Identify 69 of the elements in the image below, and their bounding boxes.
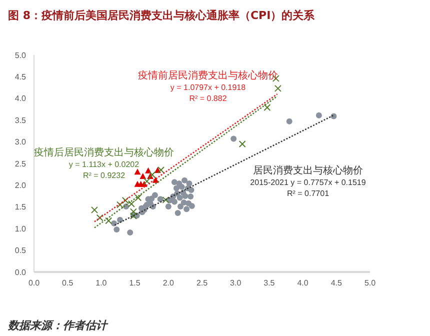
y-tick-label: 2.5 (14, 159, 27, 168)
point (165, 203, 172, 210)
point (114, 226, 120, 232)
point (117, 216, 124, 223)
point (122, 196, 129, 204)
y-tick-label: 5.0 (14, 50, 27, 60)
point (188, 193, 194, 200)
y-tick-label: 2.0 (14, 181, 27, 190)
point (96, 214, 104, 222)
annotation: y = 1.113x + 0.0202 (68, 160, 140, 170)
x-tick-label: 1.0 (96, 278, 108, 288)
point (188, 186, 194, 193)
y-tick-label: 1.0 (14, 224, 27, 234)
y-tick-label: 3.0 (14, 138, 27, 147)
point (178, 184, 185, 190)
x-tick-label: 4.5 (330, 278, 343, 288)
point (116, 201, 124, 208)
point (134, 194, 142, 202)
point (157, 196, 164, 202)
annotation: y = 1.0797x + 0.1918 (170, 83, 246, 92)
point (171, 198, 178, 205)
annotation: 疫情前居民消费支出与核心物价 (138, 70, 278, 82)
annotation: 居民消费支出与核心物价 (253, 164, 363, 177)
annotation: 疫情后居民消费支出与核心物价 (34, 146, 174, 159)
point (274, 84, 282, 92)
point (264, 104, 271, 112)
y-tick-label: 0.5 (14, 246, 27, 256)
annotation: R² = 0.882 (189, 94, 228, 104)
point (143, 178, 150, 185)
y-tick-label: 3.5 (14, 116, 27, 125)
x-tick-label: 3.5 (264, 278, 276, 288)
point (184, 206, 190, 212)
annotation: R² = 0.7701 (286, 189, 330, 198)
point (90, 206, 98, 214)
annotation: 2015-2021 y = 0.7757x + 0.1519 (250, 178, 366, 188)
point (105, 217, 112, 224)
x-tick-label: 2.5 (196, 278, 208, 288)
point (127, 230, 134, 236)
point (177, 203, 184, 210)
x-tick-label: 0.5 (62, 278, 74, 288)
x-tick-label: 1.5 (129, 278, 141, 288)
point (148, 171, 156, 178)
point (286, 118, 292, 124)
y-tick-label: 4.0 (14, 94, 27, 104)
point (162, 196, 170, 204)
point (140, 173, 146, 180)
x-tick-label: 3.0 (230, 278, 242, 288)
point (186, 180, 192, 186)
point (188, 203, 195, 210)
x-tick-label: 2.0 (162, 278, 175, 288)
point (182, 193, 188, 200)
point (182, 177, 188, 184)
point (230, 136, 237, 142)
y-tick-label: 0.0 (14, 268, 27, 277)
y-tick-label: 4.5 (14, 72, 27, 82)
x-tick-label: 5.0 (364, 278, 376, 288)
point (238, 140, 246, 148)
point (134, 168, 141, 175)
point (158, 166, 165, 174)
point (174, 210, 181, 216)
point (176, 194, 183, 201)
annotation: R² = 0.9232 (82, 171, 126, 180)
point (316, 112, 322, 118)
source-note: 数据来源：作者估计 (8, 318, 110, 333)
x-tick-label: 0.0 (28, 278, 40, 288)
y-tick-label: 1.5 (14, 202, 27, 212)
x-tick-label: 4.0 (297, 278, 309, 288)
chart-title: 图 8：疫情前后美国居民消费支出与核心通胀率（CPI）的关系 (8, 8, 316, 24)
point (152, 192, 158, 198)
